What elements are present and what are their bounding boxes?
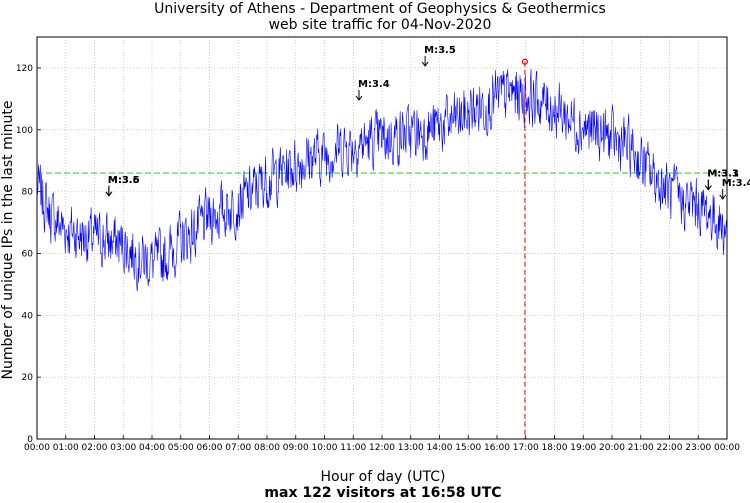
x-tick-label: 16:00: [484, 443, 510, 453]
x-axis-sublabel: max 122 visitors at 16:58 UTC: [264, 485, 501, 501]
x-tick-label: 12:00: [369, 443, 395, 453]
earthquake-label: M:3.5: [108, 175, 140, 186]
earthquake-label: M:3.4: [722, 178, 750, 189]
y-tick-label: 40: [22, 311, 34, 321]
earthquake-label: M:3.1: [707, 169, 739, 180]
x-tick-label: 18:00: [542, 443, 568, 453]
y-tick-label: 80: [22, 188, 34, 198]
max-marker-point: [521, 58, 528, 65]
y-tick-label: 20: [22, 373, 34, 383]
traffic-series-line: [36, 68, 728, 292]
x-tick-label: 02:00: [82, 443, 108, 453]
x-tick-label: 10:00: [312, 443, 338, 453]
earthquake-arrowhead: [355, 95, 363, 101]
x-tick-label: 21:00: [628, 443, 654, 453]
earthquake-label: M:3.6: [108, 175, 140, 186]
x-tick-label: 08:00: [254, 443, 280, 453]
y-tick-labels: 0 20 40 60 80 100 120: [16, 64, 33, 445]
x-tick-label: 19:00: [570, 443, 596, 453]
plot-frame: [36, 36, 728, 440]
y-tick-label: 100: [16, 126, 33, 136]
x-tick-label: 00:00: [24, 443, 50, 453]
earthquake-arrowhead: [719, 194, 727, 200]
y-tick-label: 0: [27, 435, 33, 445]
earthquake-arrowhead: [105, 191, 113, 197]
earthquake-label: M:3.5: [424, 45, 456, 56]
x-tick-label: 15:00: [455, 443, 481, 453]
x-tick-label: 04:00: [139, 443, 165, 453]
earthquake-label: M:3.4: [358, 79, 390, 90]
x-tick-label: 09:00: [283, 443, 309, 453]
x-tick-label: 20:00: [599, 443, 625, 453]
x-tick-label: 05:00: [168, 443, 194, 453]
x-tick-label: 06:00: [197, 443, 223, 453]
y-axis-label: Number of unique IPs in the last minute: [0, 101, 16, 380]
chart-title: University of Athens - Department of Geo…: [154, 1, 606, 17]
earthquake-label: M:3.3: [707, 169, 739, 180]
earthquake-arrowhead: [704, 185, 712, 191]
y-tick-label: 60: [22, 249, 34, 259]
earthquake-arrowhead: [421, 61, 429, 67]
series-layer: [36, 68, 728, 292]
x-tick-label: 07:00: [225, 443, 251, 453]
x-tick-label: 14:00: [427, 443, 453, 453]
grid: [36, 37, 728, 440]
chart-subtitle: web site traffic for 04-Nov-2020: [269, 17, 492, 33]
max-marker-layer: [521, 58, 528, 439]
y-tick-label: 120: [16, 64, 33, 74]
x-axis-label: Hour of day (UTC): [321, 469, 446, 485]
x-tick-label: 01:00: [53, 443, 79, 453]
annotations-layer: M:3.5M:3.6M:3.4M:3.5M:3.1M:3.3M:3.4: [105, 45, 750, 200]
x-tick-label: 13:00: [398, 443, 424, 453]
x-tick-labels: 00:00 01:00 02:00 03:00 04:00 05:00 06:00 07:00…: [24, 443, 740, 453]
x-tick-label: 11:00: [340, 443, 366, 453]
x-tick-label: 03:00: [110, 443, 136, 453]
x-tick-label: 17:00: [513, 443, 539, 453]
x-tick-label: 23:00: [685, 443, 711, 453]
x-tick-label: 22:00: [657, 443, 683, 453]
x-tick-label: 00:00: [714, 443, 740, 453]
